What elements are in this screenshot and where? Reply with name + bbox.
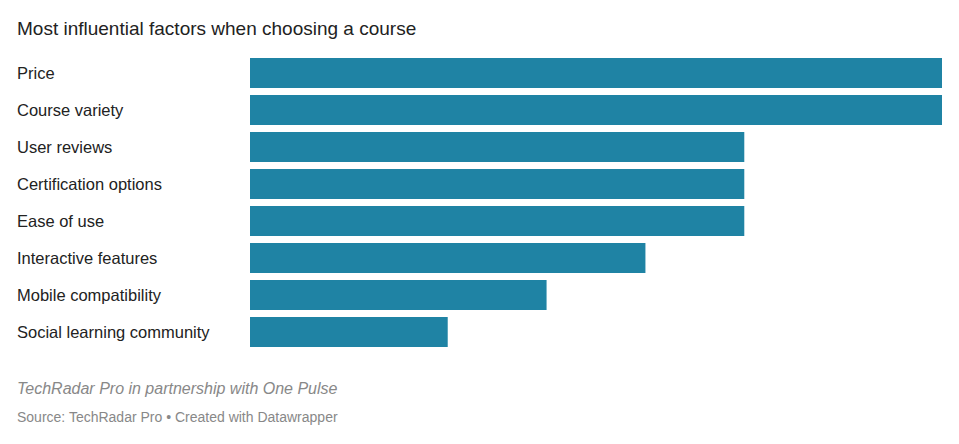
source: Source: TechRadar Pro • Created with Dat… [17,409,338,425]
chart: Most influential factors when choosing a… [0,0,959,444]
bar [250,243,645,273]
title: Most influential factors when choosing a… [17,18,416,39]
category-label: Interactive features [17,249,157,267]
bar [250,58,942,88]
bar [250,317,448,347]
category-labels: Price Course variety User reviews Certifica… [17,64,210,341]
category-label: Certification options [17,175,162,193]
bar [250,132,744,162]
category-label: Mobile compatibility [17,286,162,304]
category-label: Social learning community [17,323,210,341]
category-label: Course variety [17,101,124,119]
bar [250,280,547,310]
bar [250,169,744,199]
category-label: User reviews [17,138,112,156]
category-label: Ease of use [17,212,104,230]
bar [250,206,744,236]
bar [250,95,942,125]
category-label: Price [17,64,55,82]
notes: TechRadar Pro in partnership with One Pu… [17,380,338,397]
bars [250,58,942,347]
